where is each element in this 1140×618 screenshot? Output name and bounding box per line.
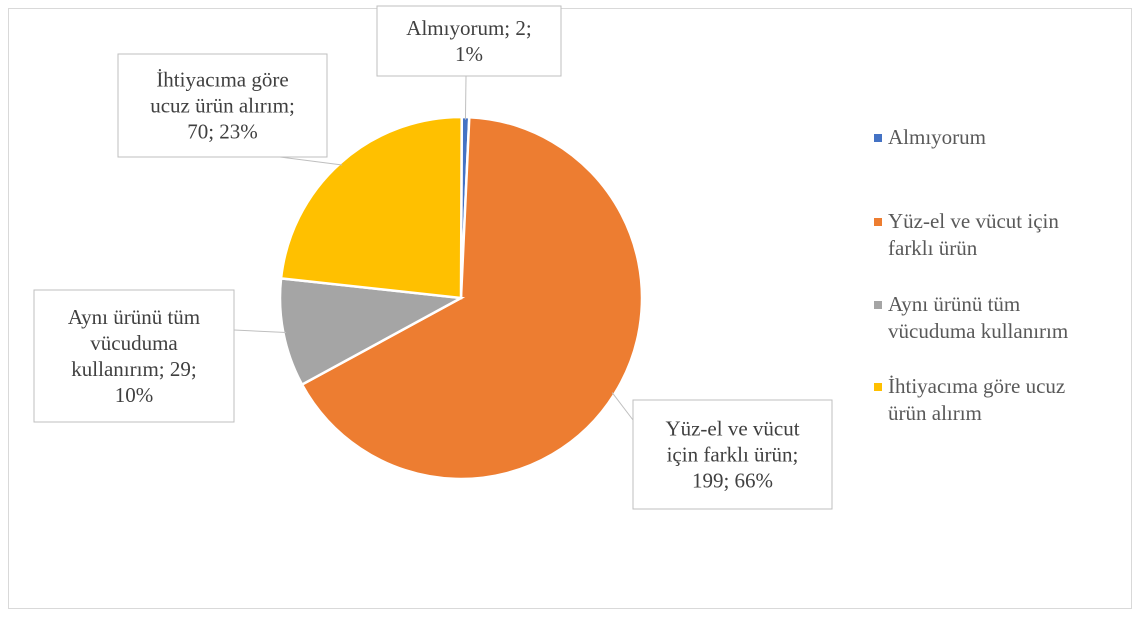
data-label-text: 10% — [115, 383, 154, 407]
pie-slice-ayni-urunu-tum-vucuduma-kullanirim — [278, 276, 466, 387]
legend-swatch — [874, 134, 882, 142]
data-label-box — [117, 53, 328, 158]
legend-label: Yüz-el ve vücut için farklı ürün — [888, 209, 1059, 260]
leader-line — [464, 75, 467, 120]
data-label-text: Almıyorum; 2; — [406, 16, 531, 40]
legend-label: Aynı ürünü tüm vücuduma kullanırım — [888, 292, 1069, 343]
data-label-text: vücuduma — [90, 331, 178, 355]
data-label-text: İhtiyacıma göre — [156, 68, 288, 92]
data-label-text: 1% — [455, 42, 483, 66]
leader-line — [279, 156, 343, 166]
pie-slice-yuz-el-ve-vucut-icin-farkli-urun — [300, 115, 644, 481]
legend-item-almiyorum: Almıyorum — [874, 124, 986, 151]
legend-item-yuz-el: Yüz-el ve vücut için farklı ürün — [874, 208, 1059, 262]
data-label-text: 199; 66% — [692, 469, 773, 493]
legend-swatch — [874, 301, 882, 309]
data-label-box — [632, 399, 833, 510]
legend-swatch — [874, 383, 882, 391]
data-label-text: için farklı ürün; — [667, 443, 799, 467]
data-label-text: ucuz ürün alırım; — [150, 94, 295, 118]
legend-item-ayni-urun: Aynı ürünü tüm vücuduma kullanırım — [874, 291, 1068, 345]
data-label-text: Yüz-el ve vücut — [665, 417, 799, 441]
legend-label: İhtiyacıma göre ucuz ürün alırım — [888, 374, 1066, 425]
data-label-box — [376, 5, 562, 77]
data-label-text: 70; 23% — [187, 120, 258, 144]
data-label-almiyorum: Almıyorum; 2;1% — [376, 5, 562, 120]
data-label-text: kullanırım; 29; — [71, 357, 196, 381]
data-label-box — [33, 289, 235, 423]
pie-slice-ihtiyacima-gore-ucuz-urun-alirim — [279, 115, 463, 300]
leader-line — [233, 329, 287, 334]
data-label-text: Aynı ürünü tüm — [68, 305, 200, 329]
leader-line — [611, 392, 634, 421]
legend-label: Almıyorum — [888, 125, 986, 149]
legend-item-ihtiyacima: İhtiyacıma göre ucuz ürün alırım — [874, 373, 1065, 427]
legend-swatch — [874, 218, 882, 226]
